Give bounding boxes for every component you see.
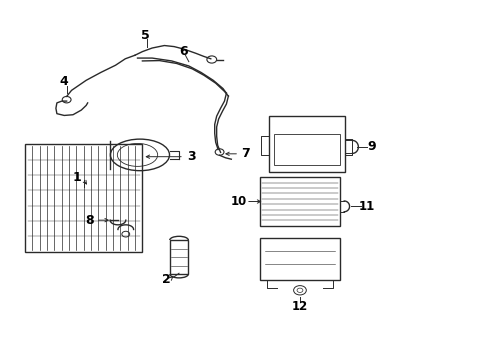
Bar [260,238,340,279]
Text: 8: 8 [85,214,94,227]
Text: 4: 4 [60,75,69,88]
Text: 7: 7 [241,147,249,160]
Text: 3: 3 [187,150,196,163]
Text: 6: 6 [179,45,188,58]
Bar [170,240,188,274]
Text: 12: 12 [292,300,308,312]
Bar [274,134,340,165]
Bar [270,116,345,172]
Bar [260,177,340,226]
Text: 9: 9 [368,140,376,153]
Text: 5: 5 [141,29,150,42]
Text: 11: 11 [359,200,375,213]
Text: 10: 10 [231,195,247,208]
Bar [25,144,143,252]
Text: 1: 1 [73,171,82,184]
Text: 2: 2 [163,273,171,286]
